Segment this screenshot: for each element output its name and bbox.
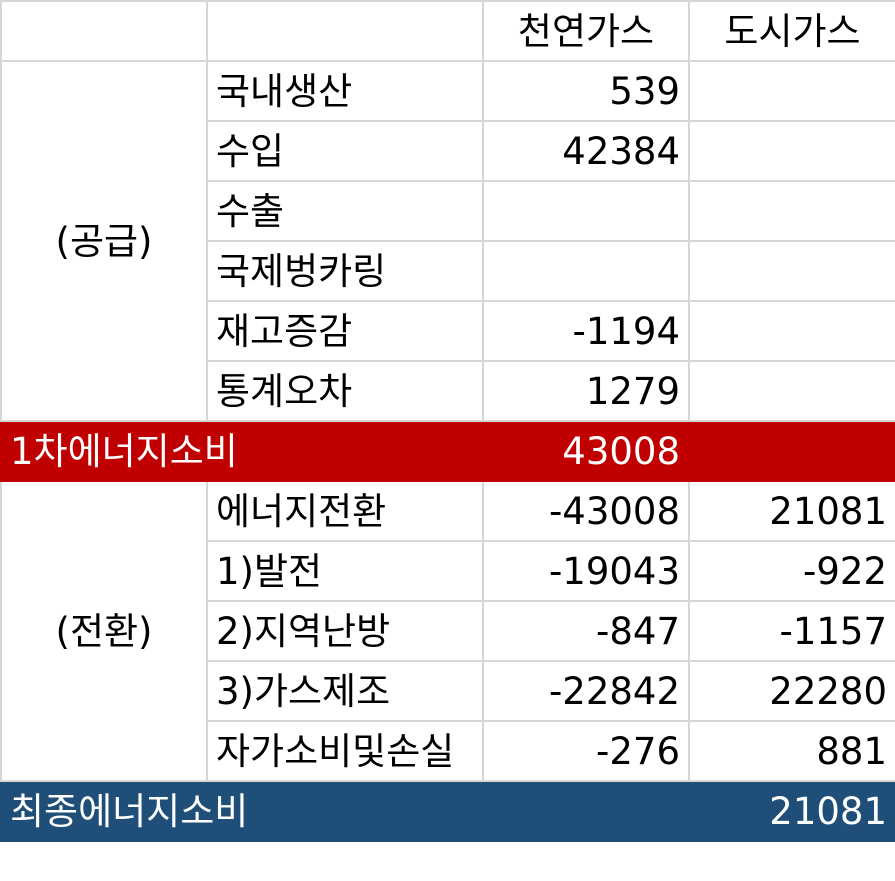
city-gas-value: [688, 240, 895, 302]
final-total-natural-gas: [482, 780, 690, 842]
city-gas-value: -1157: [688, 600, 895, 662]
col-header-natural-gas: 천연가스: [482, 0, 690, 62]
final-total-label: 최종에너지소비: [0, 780, 484, 842]
table-row: 3)가스제조 -22842 22280: [1, 660, 895, 722]
table-row: (전환) 에너지전환 -43008 21081: [0, 480, 895, 782]
city-gas-value: 22280: [688, 660, 895, 722]
table-row: 1)발전 -19043 -922: [1, 540, 895, 602]
city-gas-value: 881: [688, 720, 895, 782]
table-row: 2)지역난방 -847 -1157: [1, 600, 895, 662]
col-header-city-gas: 도시가스: [688, 0, 895, 62]
city-gas-value: [688, 360, 895, 422]
city-gas-value: 21081: [688, 480, 895, 542]
primary-total-label: 1차에너지소비: [0, 420, 484, 482]
city-gas-value: -922: [688, 540, 895, 602]
natural-gas-value: -43008: [482, 480, 690, 542]
corner-cell: [0, 0, 208, 62]
table-row: 수출: [1, 180, 895, 242]
row-label: 자가소비및손실: [206, 720, 484, 782]
energy-balance-table: 천연가스 도시가스 (공급) 국내생산 539 수입 42384 수출 국제벙카…: [0, 0, 895, 842]
table-row: 통계오차 1279: [1, 360, 895, 422]
group-label-supply: (공급): [0, 60, 208, 422]
city-gas-value: [688, 300, 895, 362]
natural-gas-value: -1194: [482, 300, 690, 362]
city-gas-value: [688, 180, 895, 242]
primary-total-natural-gas: 43008: [482, 420, 690, 482]
table-row: 수입 42384: [1, 120, 895, 182]
city-gas-value: [688, 120, 895, 182]
natural-gas-value: [482, 240, 690, 302]
row-label: 수출: [206, 180, 484, 242]
table-row: 국제벙카링: [1, 240, 895, 302]
row-label: 에너지전환: [206, 480, 484, 542]
row-label: 3)가스제조: [206, 660, 484, 722]
table-row: 자가소비및손실 -276 881: [1, 720, 895, 782]
table-row: 재고증감 -1194: [1, 300, 895, 362]
primary-total-row: 1차에너지소비 43008: [0, 420, 895, 482]
row-label: 통계오차: [206, 360, 484, 422]
natural-gas-value: -19043: [482, 540, 690, 602]
row-label: 2)지역난방: [206, 600, 484, 662]
primary-total-city-gas: [688, 420, 895, 482]
table-row: (공급) 국내생산 539: [0, 60, 895, 422]
row-label: 1)발전: [206, 540, 484, 602]
row-label: 국제벙카링: [206, 240, 484, 302]
final-total-city-gas: 21081: [688, 780, 895, 842]
corner-cell: [206, 0, 484, 62]
row-label: 수입: [206, 120, 484, 182]
final-total-row: 최종에너지소비 21081: [0, 780, 895, 842]
natural-gas-value: 42384: [482, 120, 690, 182]
natural-gas-value: [482, 180, 690, 242]
header-row: 천연가스 도시가스: [0, 0, 895, 62]
natural-gas-value: -276: [482, 720, 690, 782]
natural-gas-value: -847: [482, 600, 690, 662]
city-gas-value: [688, 60, 895, 122]
row-label: 국내생산: [206, 60, 484, 122]
natural-gas-value: -22842: [482, 660, 690, 722]
group-label-transform: (전환): [0, 480, 208, 782]
natural-gas-value: 1279: [482, 360, 690, 422]
row-label: 재고증감: [206, 300, 484, 362]
natural-gas-value: 539: [482, 60, 690, 122]
